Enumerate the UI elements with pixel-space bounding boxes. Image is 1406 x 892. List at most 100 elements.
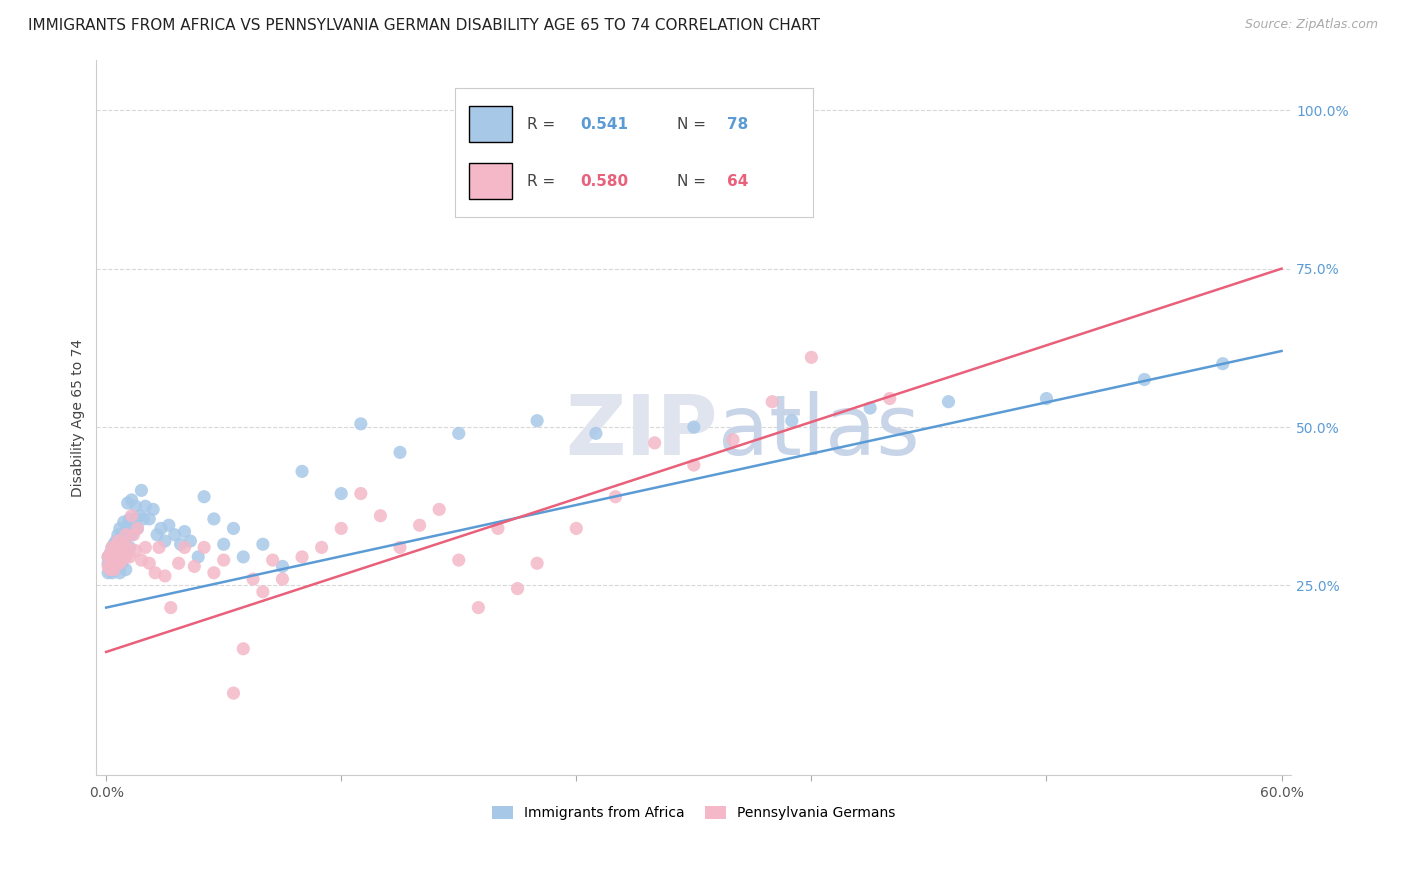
- Point: [112, 537, 135, 551]
- Point: [103, 556, 125, 570]
- Point: [212, 553, 235, 567]
- Point: [173, 541, 195, 555]
- Point: [98, 547, 121, 561]
- Point: [150, 521, 173, 535]
- Point: [107, 534, 129, 549]
- Point: [104, 553, 127, 567]
- Point: [142, 502, 165, 516]
- Point: [101, 541, 124, 555]
- Point: [107, 541, 129, 555]
- Point: [108, 521, 131, 535]
- Point: [179, 534, 201, 549]
- Point: [117, 496, 139, 510]
- Point: [104, 549, 127, 564]
- Point: [157, 518, 180, 533]
- Point: [330, 521, 353, 535]
- Point: [183, 559, 205, 574]
- Point: [101, 541, 124, 555]
- Y-axis label: Disability Age 65 to 74: Disability Age 65 to 74: [72, 338, 86, 497]
- Point: [721, 433, 744, 447]
- Point: [122, 527, 145, 541]
- Point: [127, 521, 149, 535]
- Point: [153, 569, 176, 583]
- Point: [232, 549, 254, 564]
- Point: [447, 553, 470, 567]
- Point: [879, 392, 901, 406]
- Point: [134, 500, 156, 514]
- Point: [167, 556, 190, 570]
- Point: [271, 559, 294, 574]
- Point: [108, 549, 131, 564]
- Point: [232, 641, 254, 656]
- Point: [202, 512, 225, 526]
- Point: [153, 534, 176, 549]
- Point: [101, 549, 124, 564]
- Point: [148, 541, 170, 555]
- Point: [103, 563, 125, 577]
- Point: [159, 600, 181, 615]
- Point: [103, 547, 125, 561]
- Point: [311, 541, 333, 555]
- Point: [98, 547, 121, 561]
- Point: [242, 572, 264, 586]
- Point: [118, 541, 141, 555]
- Point: [107, 547, 129, 561]
- Point: [169, 537, 191, 551]
- Point: [506, 582, 529, 596]
- Point: [104, 534, 127, 549]
- Point: [97, 556, 120, 570]
- Text: IMMIGRANTS FROM AFRICA VS PENNSYLVANIA GERMAN DISABILITY AGE 65 TO 74 CORRELATIO: IMMIGRANTS FROM AFRICA VS PENNSYLVANIA G…: [28, 18, 820, 33]
- Point: [101, 566, 124, 580]
- Point: [97, 549, 120, 564]
- Point: [370, 508, 392, 523]
- Point: [98, 553, 121, 567]
- Point: [117, 541, 139, 555]
- Point: [118, 512, 141, 526]
- Point: [124, 543, 146, 558]
- Point: [408, 518, 430, 533]
- Point: [447, 426, 470, 441]
- Point: [138, 512, 160, 526]
- Point: [97, 566, 120, 580]
- Point: [101, 556, 124, 570]
- Point: [134, 541, 156, 555]
- Point: [467, 600, 489, 615]
- Point: [124, 512, 146, 526]
- Point: [330, 486, 353, 500]
- Text: Source: ZipAtlas.com: Source: ZipAtlas.com: [1244, 18, 1378, 31]
- Point: [605, 490, 627, 504]
- Point: [291, 549, 314, 564]
- Point: [350, 417, 373, 431]
- Point: [526, 556, 548, 570]
- Point: [350, 486, 373, 500]
- Text: atlas: atlas: [717, 392, 920, 473]
- Point: [388, 541, 411, 555]
- Point: [800, 351, 823, 365]
- Point: [127, 521, 149, 535]
- Point: [98, 563, 121, 577]
- Point: [108, 556, 131, 570]
- Point: [112, 515, 135, 529]
- Point: [114, 527, 136, 541]
- Point: [98, 559, 121, 574]
- Point: [108, 543, 131, 558]
- Point: [97, 559, 120, 574]
- Point: [111, 553, 134, 567]
- Point: [193, 490, 215, 504]
- Point: [114, 527, 136, 541]
- Point: [427, 502, 450, 516]
- Point: [938, 394, 960, 409]
- Point: [122, 518, 145, 533]
- Point: [187, 549, 209, 564]
- Point: [101, 556, 124, 570]
- Point: [202, 566, 225, 580]
- Point: [107, 527, 129, 541]
- Point: [780, 414, 803, 428]
- Point: [132, 512, 155, 526]
- Point: [111, 543, 134, 558]
- Point: [193, 541, 215, 555]
- Point: [103, 549, 125, 564]
- Point: [118, 549, 141, 564]
- Point: [121, 527, 143, 541]
- Point: [138, 556, 160, 570]
